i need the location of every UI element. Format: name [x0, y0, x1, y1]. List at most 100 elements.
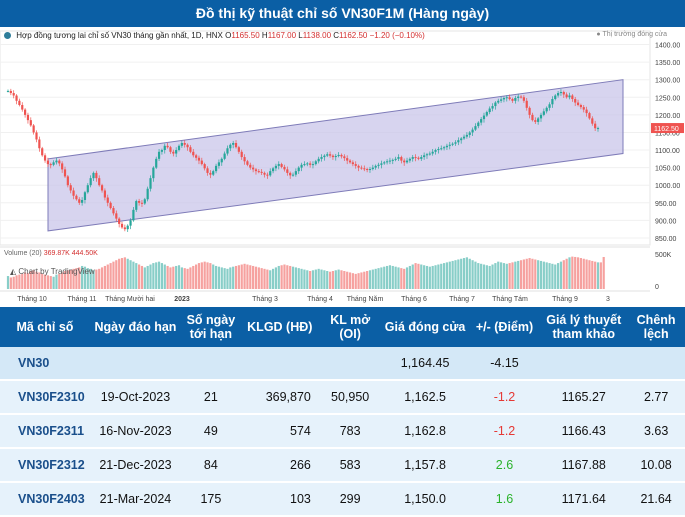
- candle-body: [61, 163, 64, 170]
- candle-body: [98, 178, 101, 186]
- candle-body: [408, 158, 411, 161]
- row-volume: 369,870: [240, 380, 319, 415]
- candle-body: [169, 147, 172, 152]
- candle-body: [274, 165, 278, 169]
- candle-body: [223, 153, 226, 159]
- candle-body: [112, 208, 115, 214]
- volume-bar: [243, 263, 246, 289]
- candle-body: [175, 150, 178, 154]
- candle-body: [103, 190, 107, 198]
- table-row: VN30F2312 21-Dec-2023 84 266 583 1,157.8…: [0, 448, 685, 483]
- volume-bar: [559, 261, 563, 289]
- candle-body: [311, 164, 315, 166]
- table-header-row: Mã chỉ số Ngày đáo hạn Số ngày tới hạn K…: [0, 307, 685, 347]
- candle-body: [306, 163, 309, 165]
- candle-body: [69, 185, 72, 191]
- candle-body: [491, 106, 494, 109]
- volume-bar: [274, 267, 278, 289]
- candle-body: [460, 138, 463, 141]
- candle-body: [120, 223, 124, 228]
- volume-bar: [172, 266, 175, 289]
- volume-bar: [183, 268, 186, 289]
- row-close: 1,157.8: [381, 448, 469, 483]
- volume-bar: [66, 270, 69, 289]
- volume-bar: [217, 266, 221, 289]
- row-change: 2.6: [468, 448, 541, 483]
- candle-body: [519, 96, 523, 98]
- volume-bar: [328, 271, 332, 289]
- volume-bar: [155, 262, 158, 289]
- volume-bar: [534, 259, 537, 289]
- volume-bar: [297, 268, 300, 289]
- volume-bar: [460, 258, 463, 289]
- candle-body: [66, 176, 69, 186]
- volume-bar: [548, 263, 551, 289]
- volume-bar: [354, 273, 357, 289]
- col-change: +/- (Điểm): [468, 307, 541, 347]
- volume-bar: [175, 265, 178, 289]
- volume-bar: [21, 273, 24, 289]
- vn30-empty-4: [318, 347, 382, 381]
- candle-body: [63, 169, 67, 177]
- candle-body: [497, 100, 500, 103]
- candle-body: [548, 104, 551, 108]
- volume-bar: [15, 275, 18, 289]
- x-tick-label: Tháng Mười hai: [105, 296, 155, 303]
- candle-body: [477, 122, 480, 127]
- volume-bar: [177, 265, 181, 289]
- volume-bar: [277, 265, 280, 289]
- volume-bar: [200, 262, 203, 289]
- candle-body: [303, 164, 306, 166]
- volume-bar: [314, 269, 317, 289]
- volume-bar: [246, 264, 249, 289]
- volume-bar: [226, 268, 229, 289]
- candle-body: [331, 155, 335, 158]
- candle-body: [83, 192, 87, 200]
- volume-bar: [266, 269, 269, 289]
- volume-bar: [289, 265, 292, 289]
- volume-bar: [385, 265, 389, 289]
- candle-body: [440, 148, 443, 150]
- candle-body: [328, 154, 332, 156]
- candle-body: [400, 157, 403, 161]
- chart-svg[interactable]: 1400.00 1350.00 1300.00 1250.00 1200.00 1150.…: [0, 27, 685, 307]
- row-basis: 3.63: [627, 414, 685, 449]
- volume-bar: [212, 264, 215, 289]
- volume-bar: [440, 263, 443, 289]
- candle-body: [200, 160, 203, 165]
- volume-bar: [209, 263, 212, 289]
- candle-body: [220, 158, 223, 163]
- candle-body: [360, 167, 363, 169]
- row-change: -1.2: [468, 414, 541, 449]
- candle-body: [266, 174, 269, 176]
- volume-bar: [69, 269, 72, 289]
- row-close: 1,162.8: [381, 414, 469, 449]
- volume-bar: [511, 262, 514, 289]
- volume-bar: [454, 260, 457, 289]
- candle-body: [135, 201, 138, 210]
- volume-bar: [366, 271, 369, 289]
- candle-body: [263, 172, 266, 175]
- candle-body: [428, 153, 431, 155]
- candle-body: [363, 168, 366, 170]
- volume-bar: [58, 273, 61, 289]
- volume-bar: [514, 261, 517, 289]
- candle-body: [568, 95, 571, 98]
- candle-body: [574, 99, 577, 103]
- volume-bar: [556, 263, 560, 289]
- volume-values: 369.87K 444.50K: [43, 250, 98, 257]
- candle-body: [15, 95, 18, 101]
- price-chart[interactable]: 1400.00 1350.00 1300.00 1250.00 1200.00 1150.…: [0, 27, 685, 307]
- candle-body: [240, 151, 243, 158]
- volume-bar: [135, 263, 138, 289]
- volume-bar: [118, 258, 121, 289]
- candle-body: [203, 164, 206, 169]
- tradingview-badge[interactable]: ◭ Chart by TradingView: [10, 267, 95, 276]
- volume-bar: [522, 259, 525, 289]
- volume-bar: [408, 265, 411, 289]
- candle-body: [257, 171, 260, 173]
- candle-body: [283, 166, 286, 170]
- candle-body: [346, 158, 349, 161]
- row-oi: 783: [318, 414, 382, 449]
- volume-bar: [457, 259, 460, 289]
